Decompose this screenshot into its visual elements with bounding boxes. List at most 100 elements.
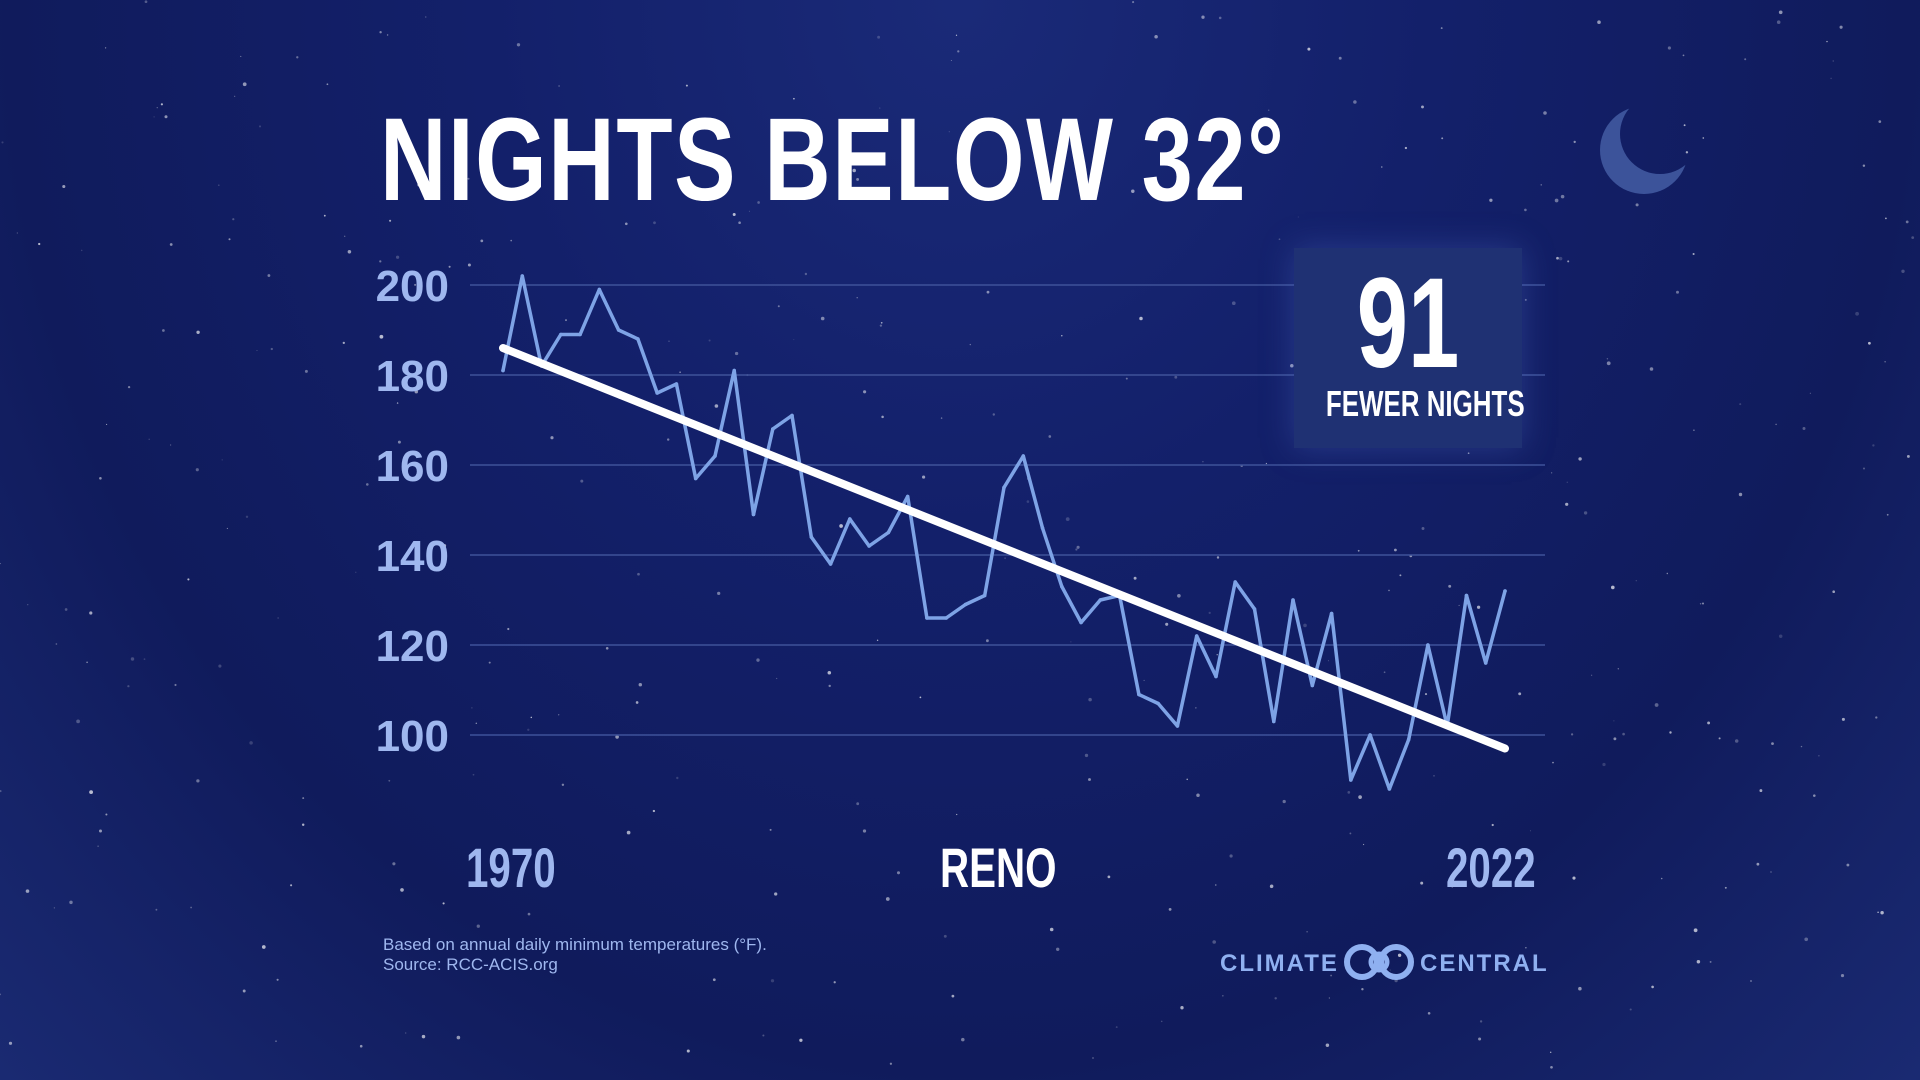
data-point xyxy=(1464,593,1469,598)
star xyxy=(104,47,107,49)
star xyxy=(1215,884,1217,886)
data-point xyxy=(1349,778,1353,782)
star xyxy=(1778,10,1783,15)
star xyxy=(1862,467,1866,470)
star xyxy=(1629,1008,1632,1011)
star xyxy=(1840,974,1845,978)
star xyxy=(1363,843,1365,846)
star xyxy=(1265,462,1268,465)
star xyxy=(277,617,279,619)
star xyxy=(1696,960,1701,964)
star xyxy=(127,685,130,688)
star xyxy=(1278,238,1281,241)
star xyxy=(1274,997,1277,1000)
star xyxy=(1578,457,1582,461)
y-tick-label: 140 xyxy=(376,532,449,581)
data-point xyxy=(501,368,505,373)
star xyxy=(1297,216,1299,218)
star xyxy=(1602,762,1606,767)
star xyxy=(1549,1051,1552,1054)
star xyxy=(256,349,258,352)
star xyxy=(1177,593,1181,598)
star xyxy=(714,404,719,408)
data-point xyxy=(925,616,929,620)
data-point xyxy=(867,544,871,548)
star xyxy=(776,677,778,680)
star xyxy=(106,423,108,425)
star xyxy=(1654,703,1659,707)
stat-box: 91 FEWER NIGHTS xyxy=(1294,248,1525,448)
star xyxy=(405,1032,407,1034)
star xyxy=(1832,590,1836,594)
star xyxy=(217,184,220,187)
star xyxy=(956,813,958,816)
star xyxy=(748,210,750,212)
star xyxy=(1107,875,1111,879)
star xyxy=(1267,109,1270,112)
star xyxy=(1448,584,1452,588)
star xyxy=(1778,634,1783,639)
star xyxy=(1613,737,1617,741)
star xyxy=(261,945,266,949)
data-point xyxy=(1387,787,1392,791)
data-point xyxy=(770,427,775,431)
star xyxy=(389,219,392,222)
star xyxy=(919,696,922,699)
star xyxy=(1660,877,1663,880)
data-point xyxy=(982,593,987,598)
star xyxy=(392,862,396,866)
star xyxy=(187,578,190,581)
data-point xyxy=(1252,607,1257,611)
star xyxy=(1229,854,1233,858)
star xyxy=(1092,1057,1094,1059)
star xyxy=(885,897,890,901)
star xyxy=(69,900,73,905)
data-point xyxy=(1214,674,1218,679)
star xyxy=(153,116,155,118)
star xyxy=(652,809,656,813)
data-point xyxy=(1175,724,1180,728)
star xyxy=(877,35,881,39)
star xyxy=(1693,429,1695,432)
data-point xyxy=(809,535,814,539)
data-point xyxy=(1310,683,1315,688)
star xyxy=(1578,986,1582,991)
star xyxy=(1338,56,1342,60)
star xyxy=(1381,166,1383,168)
star xyxy=(1802,427,1806,430)
star xyxy=(1606,361,1611,366)
star xyxy=(1738,492,1743,497)
data-point xyxy=(828,562,833,566)
star xyxy=(1739,403,1742,406)
star xyxy=(863,390,867,394)
star xyxy=(1558,256,1563,261)
star xyxy=(1525,947,1527,949)
star xyxy=(712,978,716,982)
star xyxy=(1218,16,1222,20)
data-point xyxy=(1098,598,1103,602)
star xyxy=(0,563,1,565)
star xyxy=(856,177,860,181)
star xyxy=(1886,513,1889,516)
star xyxy=(1826,40,1828,43)
star xyxy=(1084,753,1089,758)
star xyxy=(1491,823,1494,827)
star xyxy=(80,249,83,252)
star xyxy=(386,34,389,36)
star xyxy=(510,239,512,242)
star xyxy=(397,440,401,444)
star xyxy=(550,436,554,440)
star xyxy=(685,84,688,87)
star xyxy=(793,339,795,341)
star xyxy=(1195,707,1197,709)
star xyxy=(653,221,656,225)
star xyxy=(1830,77,1832,80)
star xyxy=(961,1037,965,1042)
star xyxy=(1550,1065,1553,1069)
star xyxy=(1306,931,1308,933)
star xyxy=(1718,737,1721,740)
star xyxy=(1061,335,1063,337)
data-point xyxy=(944,616,948,620)
star xyxy=(1329,968,1332,971)
data-point xyxy=(616,328,621,332)
